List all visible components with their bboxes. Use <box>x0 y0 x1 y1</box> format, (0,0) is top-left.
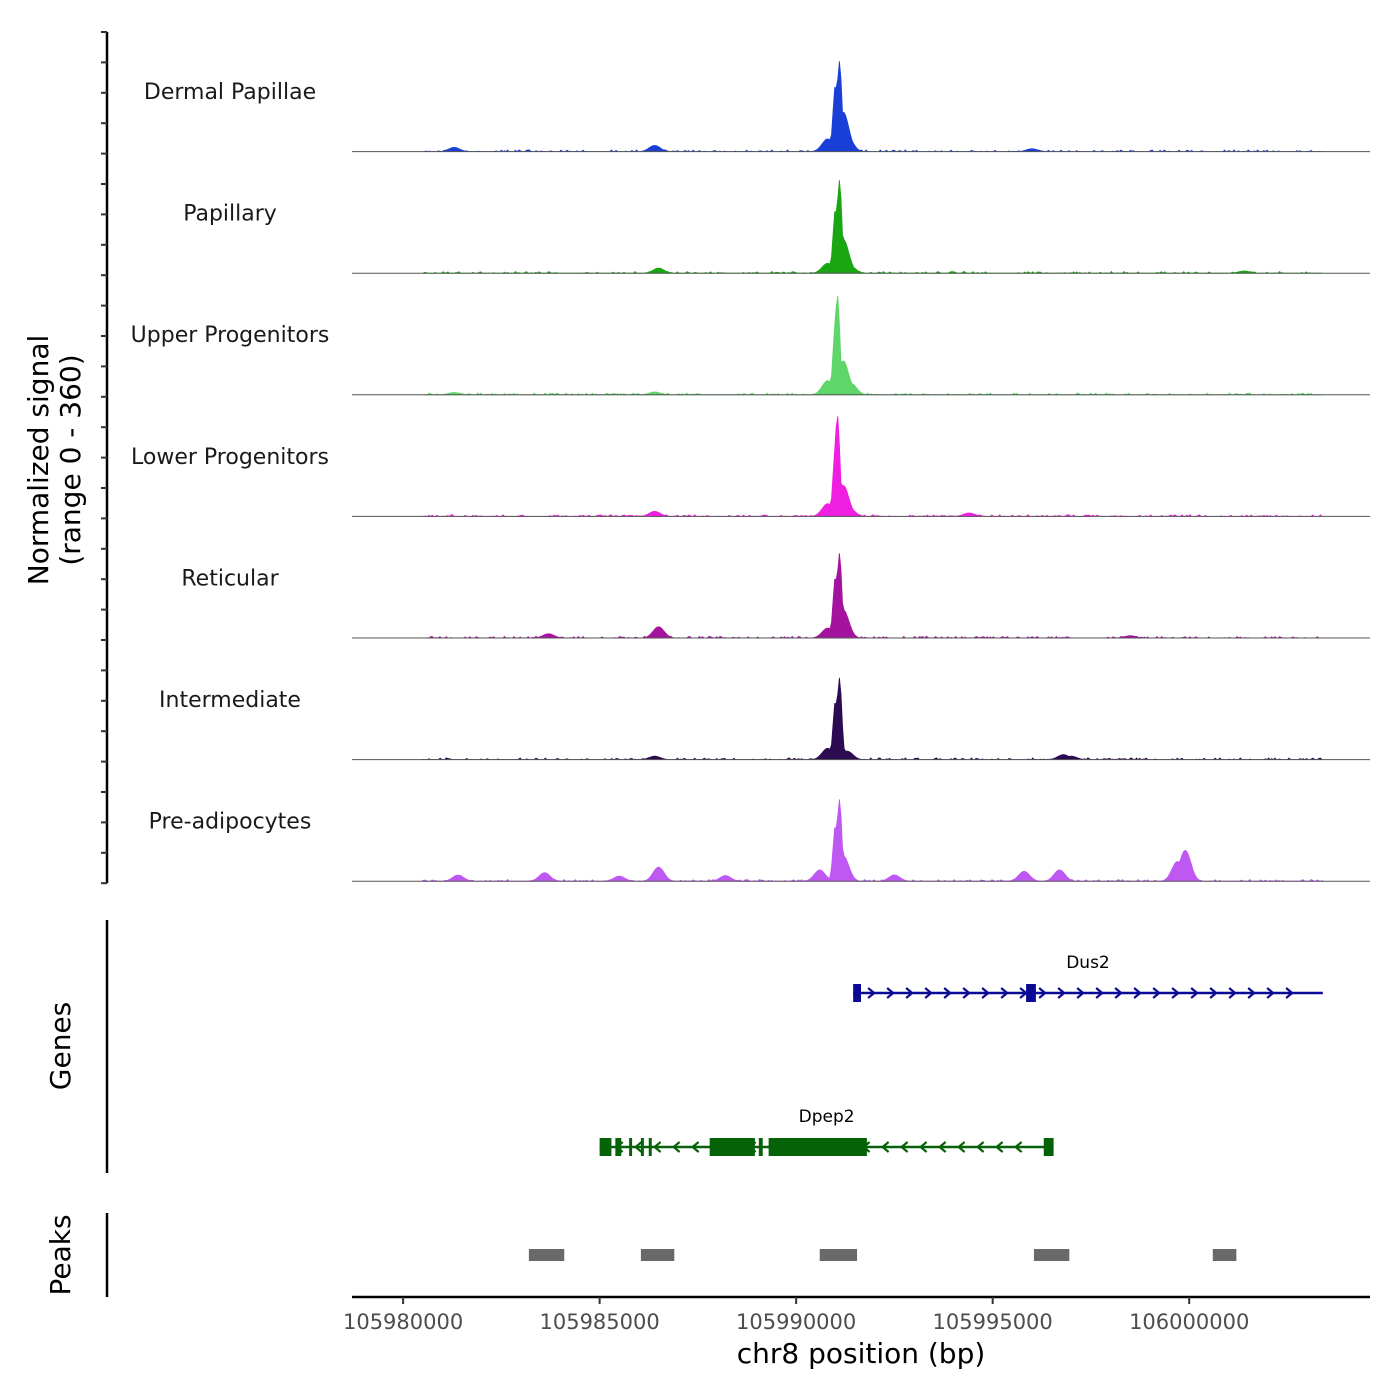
coverage-track: Intermediate <box>159 677 1370 761</box>
gene-model: Dpep2 <box>599 1107 1054 1156</box>
peak-region <box>528 1249 565 1261</box>
gene-exon <box>709 1138 755 1156</box>
gene-exon <box>640 1138 644 1156</box>
coverage-track: Dermal Papillae <box>144 61 1370 153</box>
strand-arrow <box>962 987 971 999</box>
gene-exon <box>648 1138 652 1156</box>
coverage-track: Pre-adipocytes <box>149 799 1370 882</box>
strand-arrow <box>956 1141 966 1153</box>
strand-arrow <box>1152 987 1161 999</box>
x-tick-label: 105995000 <box>933 1310 1053 1334</box>
coverage-area <box>422 61 1323 153</box>
strand-arrow <box>1228 987 1237 999</box>
coverage-track: Reticular <box>181 553 1370 639</box>
strand-arrow <box>937 1141 947 1153</box>
peaks-title: Peaks <box>44 1214 77 1295</box>
strand-arrow <box>1190 987 1199 999</box>
track-label: Papillary <box>183 202 277 227</box>
strand-arrow <box>1000 987 1009 999</box>
gene-exon <box>599 1138 612 1156</box>
strand-arrow <box>1038 987 1047 999</box>
y-axis-title-line: Normalized signal <box>22 335 55 586</box>
coverage-area <box>422 295 1323 396</box>
strand-arrow <box>1285 987 1294 999</box>
strand-arrow <box>652 1141 662 1153</box>
strand-arrow <box>975 1141 985 1153</box>
x-tick-label: 105980000 <box>343 1310 463 1334</box>
coverage-track: Papillary <box>183 180 1370 274</box>
gene-exon <box>768 1138 867 1156</box>
coverage-area <box>422 553 1323 639</box>
peak-region <box>1033 1249 1070 1261</box>
track-label: Dermal Papillae <box>144 80 316 105</box>
gene-exon <box>758 1138 763 1156</box>
strand-arrow <box>1013 1141 1023 1153</box>
coverage-track: Upper Progenitors <box>131 295 1370 396</box>
x-axis: 105980000 105985000 105990000 105995000 1060… <box>343 1295 1370 1370</box>
strand-arrow <box>1209 987 1218 999</box>
strand-arrow <box>671 1141 681 1153</box>
strand-arrow <box>1171 987 1180 999</box>
strand-arrow <box>905 987 914 999</box>
track-label: Lower Progenitors <box>131 445 329 470</box>
strand-arrow <box>981 987 990 999</box>
y-axis-title: Normalized signal(range 0 - 360) <box>22 335 87 586</box>
strand-arrow <box>918 1141 928 1153</box>
strand-arrow <box>633 1141 643 1153</box>
strand-arrow <box>1095 987 1104 999</box>
coverage-area <box>422 677 1323 761</box>
strand-arrow <box>899 1141 909 1153</box>
strand-arrow <box>1076 987 1085 999</box>
x-tick-label: 105985000 <box>539 1310 659 1334</box>
track-label: Intermediate <box>159 688 301 713</box>
peak-region <box>1212 1249 1237 1261</box>
strand-arrow <box>943 987 952 999</box>
peak-region <box>819 1249 858 1261</box>
gene-exon <box>629 1138 633 1156</box>
coverage-tracks: Dermal Papillae Papillary Upper Progenitor… <box>131 61 1370 882</box>
strand-arrow <box>1247 987 1256 999</box>
y-axis-title-line: (range 0 - 360) <box>54 354 87 565</box>
gene-exon <box>853 984 861 1002</box>
gene-exon <box>615 1138 622 1156</box>
coverage-area <box>422 180 1323 274</box>
x-axis-title: chr8 position (bp) <box>737 1337 986 1370</box>
gene-exon <box>1043 1138 1054 1156</box>
gene-exon <box>1026 984 1036 1002</box>
genes-title: Genes <box>44 1002 77 1090</box>
peak-track: Peaks <box>44 1213 1237 1297</box>
coverage-area <box>422 799 1325 882</box>
peak-region <box>640 1249 675 1261</box>
signal-y-axis: Normalized signal(range 0 - 360) <box>22 31 109 885</box>
strand-arrow <box>994 1141 1004 1153</box>
strand-arrow <box>886 987 895 999</box>
strand-arrow <box>880 1141 890 1153</box>
strand-arrow <box>867 987 876 999</box>
strand-arrow <box>1114 987 1123 999</box>
strand-arrow <box>1133 987 1142 999</box>
x-tick-label: 106000000 <box>1129 1310 1249 1334</box>
gene-track: Genes Dus2 Dpep2 <box>44 920 1323 1173</box>
strand-arrow <box>690 1141 700 1153</box>
coverage-track: Lower Progenitors <box>131 416 1370 517</box>
coverage-area <box>422 416 1323 517</box>
strand-arrow <box>1057 987 1066 999</box>
strand-arrow <box>924 987 933 999</box>
gene-label: Dus2 <box>1066 953 1110 973</box>
x-tick-label: 105990000 <box>736 1310 856 1334</box>
track-label: Reticular <box>181 566 279 591</box>
track-label: Pre-adipocytes <box>149 810 312 835</box>
gene-model: Dus2 <box>853 953 1323 1002</box>
gene-label: Dpep2 <box>799 1107 855 1127</box>
track-label: Upper Progenitors <box>131 323 330 348</box>
strand-arrow <box>1266 987 1275 999</box>
